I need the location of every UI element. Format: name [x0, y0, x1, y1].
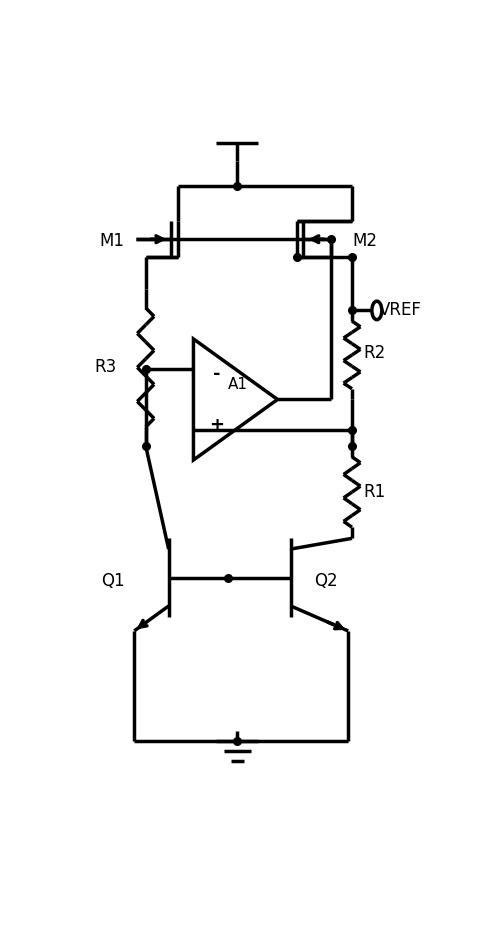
Text: M1: M1	[100, 231, 125, 250]
Text: VREF: VREF	[379, 302, 422, 319]
Text: R2: R2	[363, 344, 386, 363]
Text: +: +	[209, 416, 224, 434]
Text: R3: R3	[95, 358, 117, 376]
Text: Q2: Q2	[314, 572, 337, 590]
Text: M2: M2	[352, 231, 377, 250]
Text: -: -	[213, 365, 220, 383]
Text: Q1: Q1	[101, 572, 125, 590]
Text: R1: R1	[363, 483, 386, 501]
Text: A1: A1	[227, 376, 247, 392]
